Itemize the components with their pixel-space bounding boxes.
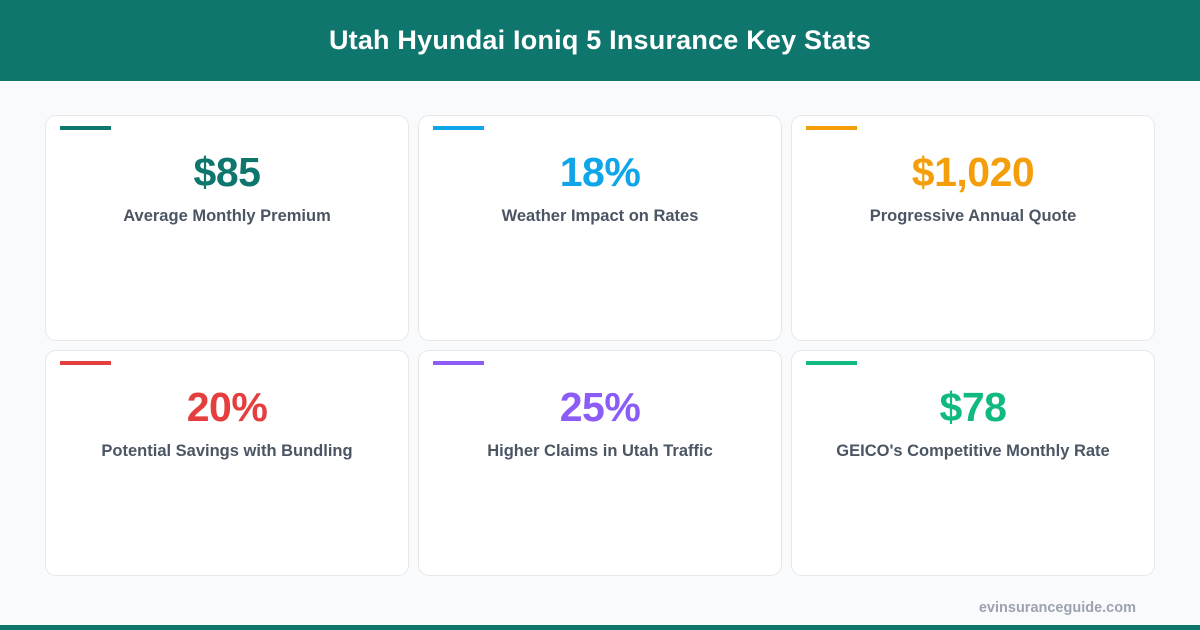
stats-grid: $85 Average Monthly Premium 18% Weather … bbox=[45, 115, 1155, 576]
stat-value: 25% bbox=[559, 384, 641, 430]
site-credit: evinsuranceguide.com bbox=[978, 600, 1136, 616]
stat-card-geico-monthly-rate: $78 GEICO's Competitive Monthly Rate bbox=[791, 350, 1155, 576]
stat-card-higher-claims: 25% Higher Claims in Utah Traffic bbox=[418, 350, 782, 576]
stat-value: $85 bbox=[193, 149, 261, 195]
accent-bar bbox=[806, 126, 857, 130]
stat-label: GEICO's Competitive Monthly Rate bbox=[836, 442, 1110, 460]
accent-bar bbox=[806, 361, 857, 365]
accent-bar bbox=[433, 361, 484, 365]
stat-label: Potential Savings with Bundling bbox=[101, 442, 353, 460]
stat-label: Weather Impact on Rates bbox=[501, 207, 699, 225]
stat-value: $1,020 bbox=[911, 149, 1035, 195]
accent-bar bbox=[433, 126, 484, 130]
stat-card-bundling-savings: 20% Potential Savings with Bundling bbox=[45, 350, 409, 576]
stat-value: 20% bbox=[186, 384, 268, 430]
stat-value: 18% bbox=[559, 149, 641, 195]
stat-card-weather-impact: 18% Weather Impact on Rates bbox=[418, 115, 782, 341]
stat-label: Higher Claims in Utah Traffic bbox=[487, 442, 713, 460]
stat-card-progressive-annual-quote: $1,020 Progressive Annual Quote bbox=[791, 115, 1155, 341]
accent-bar bbox=[60, 361, 111, 365]
page-title: Utah Hyundai Ioniq 5 Insurance Key Stats bbox=[328, 25, 872, 55]
stat-label: Progressive Annual Quote bbox=[869, 207, 1077, 225]
stat-label: Average Monthly Premium bbox=[123, 207, 331, 225]
accent-bar bbox=[60, 126, 111, 130]
stat-value: $78 bbox=[939, 384, 1007, 430]
header-banner: Utah Hyundai Ioniq 5 Insurance Key Stats bbox=[0, 0, 1200, 81]
bottom-accent-bar bbox=[0, 625, 1200, 630]
stat-card-average-monthly-premium: $85 Average Monthly Premium bbox=[45, 115, 409, 341]
